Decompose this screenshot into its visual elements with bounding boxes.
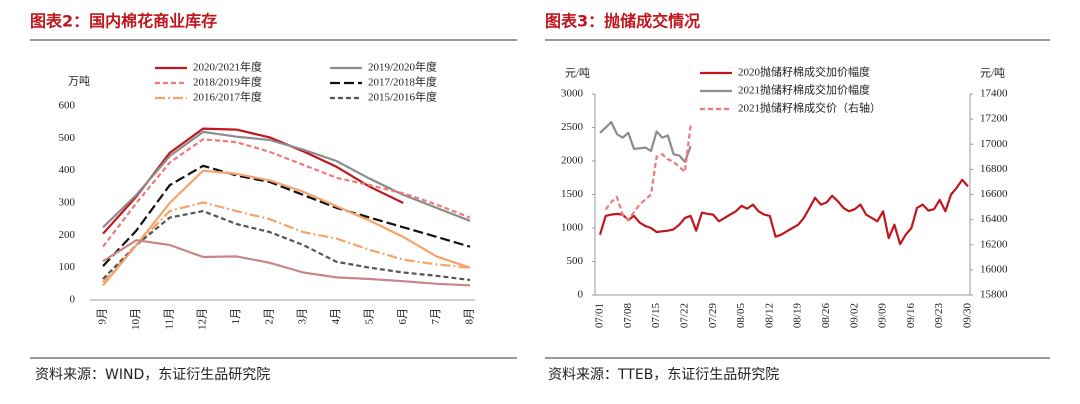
- series-line: [102, 239, 471, 287]
- x-tick-label: 09/30: [962, 303, 974, 329]
- x-tick-label: 09/23: [933, 303, 945, 329]
- chart-title: 图表3：抛储成交情况: [545, 12, 700, 31]
- x-tick-label: 07/29: [707, 303, 719, 329]
- x-tick-label: 4月: [330, 308, 342, 325]
- x-tick-label: 12月: [197, 308, 209, 330]
- y2-tick-label: 16600: [980, 188, 1008, 200]
- y-tick-label: 2500: [561, 121, 584, 133]
- series-line: [599, 121, 692, 163]
- x-tick-label: 07/01: [594, 303, 606, 328]
- y-tick-label: 3000: [561, 88, 584, 100]
- y2-tick-label: 15800: [980, 289, 1008, 301]
- y-tick-label: 400: [59, 164, 76, 176]
- x-tick-label: 07/22: [678, 303, 690, 328]
- x-tick-label: 6月: [397, 308, 409, 325]
- y2-tick-label: 17200: [980, 113, 1008, 125]
- y-tick-label: 500: [567, 255, 584, 267]
- x-tick-label: 08/05: [735, 303, 747, 329]
- y-axis-label: 万吨: [68, 75, 90, 88]
- x-tick-label: 11月: [163, 308, 175, 330]
- series-line: [598, 178, 969, 246]
- y2-tick-label: 16200: [980, 238, 1008, 250]
- series-line: [102, 201, 471, 283]
- series-line: [102, 138, 471, 248]
- legend-label: 2018/2019年度: [193, 75, 262, 89]
- x-tick-label: 09/09: [877, 303, 889, 329]
- x-tick-label: 9月: [97, 308, 109, 325]
- y-tick-label: 300: [59, 197, 76, 209]
- source: 资料来源：WIND，东证衍生品研究院: [35, 367, 270, 383]
- x-tick-label: 5月: [363, 308, 375, 325]
- x-tick-label: 10月: [130, 308, 142, 330]
- x-tick-label: 08/26: [820, 303, 832, 329]
- y-tick-label: 1500: [561, 188, 584, 200]
- legend-label: 2016/2017年度: [193, 90, 262, 104]
- x-tick-label: 07/08: [622, 303, 634, 329]
- legend-label: 2020抛储籽棉成交加价幅度: [738, 65, 870, 79]
- y2-tick-label: 16400: [980, 213, 1008, 225]
- series-line: [604, 125, 692, 221]
- y2-tick-label: 16000: [980, 263, 1008, 275]
- x-tick-label: 1月: [230, 308, 242, 325]
- y2-tick-label: 17400: [980, 88, 1008, 100]
- x-tick-label: 2月: [263, 308, 275, 325]
- legend-label: 2017/2018年度: [368, 75, 437, 89]
- y-axis-label: 元/吨: [565, 67, 590, 80]
- chart-title: 图表2：国内棉花商业库存: [30, 12, 217, 31]
- legend-label: 2019/2020年度: [368, 60, 437, 74]
- x-tick-label: 08/12: [763, 303, 775, 328]
- y2-axis-label: 元/吨: [980, 67, 1005, 80]
- series-line: [102, 164, 471, 267]
- x-tick-label: 7月: [430, 308, 442, 325]
- y-tick-label: 1000: [561, 222, 584, 234]
- x-tick-label: 3月: [297, 308, 309, 325]
- series-line: [102, 130, 471, 229]
- y-tick-label: 0: [70, 294, 76, 306]
- y2-tick-label: 17000: [980, 138, 1008, 150]
- y-tick-label: 600: [59, 100, 76, 112]
- x-tick-label: 09/16: [905, 303, 917, 329]
- series-line: [102, 210, 471, 282]
- y-tick-label: 200: [59, 229, 76, 241]
- x-tick-label: 09/02: [848, 303, 860, 328]
- legend-label: 2021抛储籽棉成交加价幅度: [738, 83, 870, 97]
- legend-label: 2021抛储籽棉成交价（右轴）: [738, 101, 881, 115]
- series-line: [102, 169, 471, 287]
- y-tick-label: 100: [59, 261, 76, 273]
- legend-label: 2020/2021年度: [193, 60, 262, 74]
- source: 资料来源：TTEB，东证衍生品研究院: [548, 367, 779, 383]
- y-tick-label: 2000: [561, 155, 584, 167]
- y-tick-label: 0: [578, 289, 584, 301]
- y-tick-label: 500: [59, 132, 76, 144]
- y2-tick-label: 16800: [980, 163, 1008, 175]
- x-tick-label: 8月: [464, 308, 476, 325]
- x-tick-label: 08/19: [792, 303, 804, 329]
- x-tick-label: 07/15: [650, 303, 662, 329]
- legend-label: 2015/2016年度: [368, 90, 437, 104]
